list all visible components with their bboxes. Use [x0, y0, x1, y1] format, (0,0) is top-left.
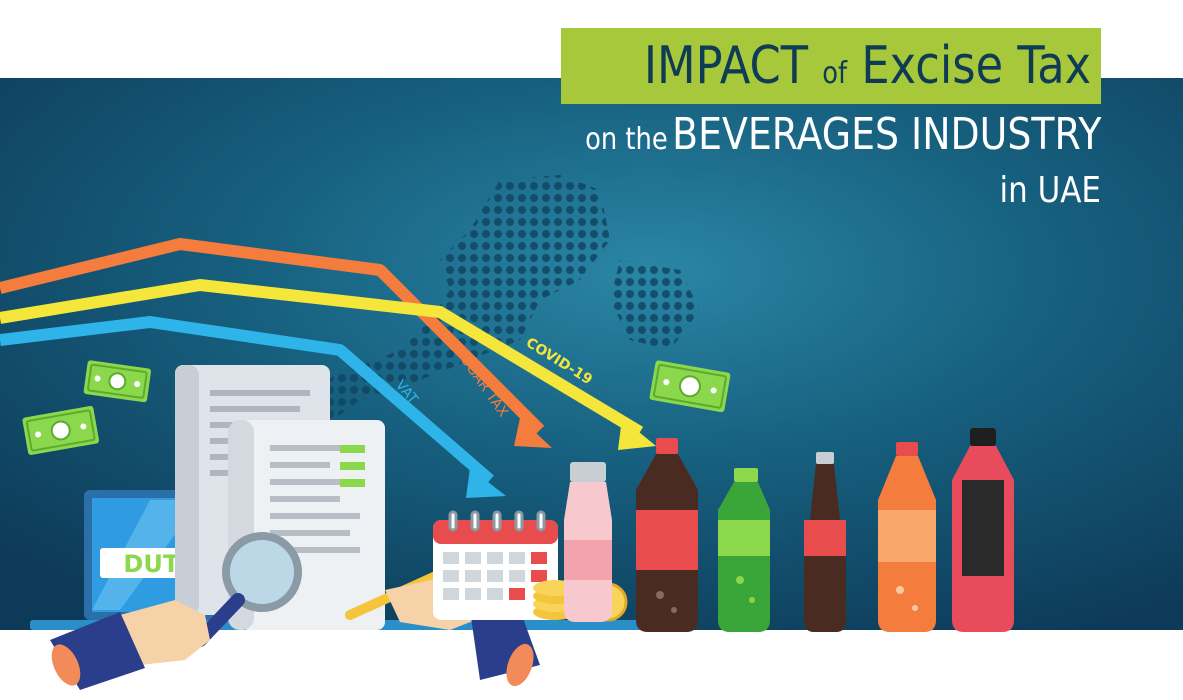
title-subline: on the BEVERAGES INDUSTRY	[501, 108, 1101, 171]
title-block: IMPACT of Excise Tax on the BEVERAGES IN…	[501, 28, 1101, 211]
orange-arrow-line	[0, 238, 545, 435]
left-hand-icon	[50, 600, 210, 690]
yellow-arrow-line	[0, 279, 644, 438]
title-highlight-bar: IMPACT of Excise Tax	[560, 28, 1101, 104]
orange-soda-bottle-icon	[878, 442, 936, 632]
red-juice-bottle-icon	[952, 428, 1014, 632]
title-excise-tax: Excise Tax	[861, 36, 1091, 96]
banknote-icon	[83, 360, 151, 403]
cola-bottle-icon	[636, 438, 698, 632]
milk-bottle-icon	[564, 462, 612, 622]
title-location: in UAE	[999, 170, 1101, 211]
blue-arrow-line	[0, 316, 494, 485]
title-of: of	[822, 56, 848, 91]
orange-arrow-head	[514, 418, 552, 448]
green-soda-bottle-icon	[718, 468, 770, 632]
title-impact: IMPACT	[643, 36, 808, 96]
banknote-icon	[649, 360, 731, 413]
glass-cola-bottle-icon	[804, 452, 846, 632]
title-industry: BEVERAGES INDUSTRY	[671, 109, 1101, 160]
banknote-icon	[22, 405, 100, 455]
title-on-the: on the	[584, 122, 668, 157]
calendar-icon	[433, 510, 558, 620]
blue-arrow-head	[466, 468, 506, 498]
dotted-world-map	[240, 175, 700, 480]
yellow-arrow-head	[618, 418, 656, 450]
